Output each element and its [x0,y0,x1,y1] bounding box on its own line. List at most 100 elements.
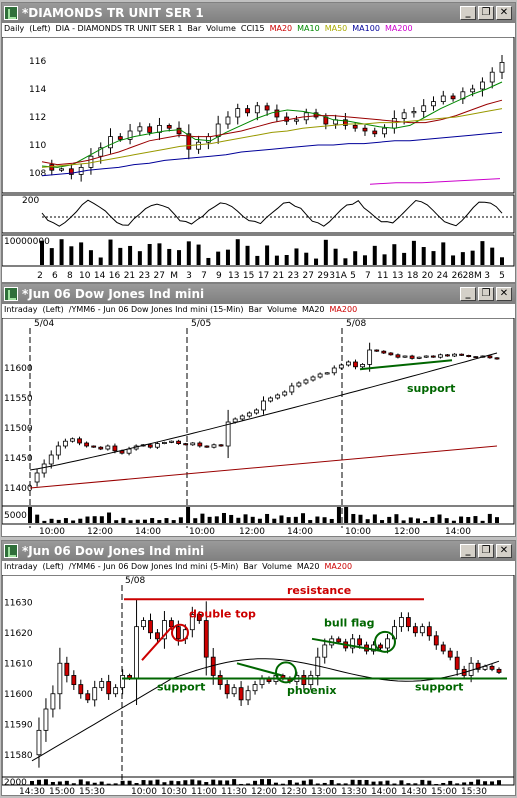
volume-bar [232,779,237,785]
intraday5-candle [189,614,195,631]
chart-window-15min[interactable]: *Jun 06 Dow Jones Ind mini _ ❐ ✕ Intrada… [1,283,516,537]
date-label: 5/08 [125,576,145,586]
volume-bar [315,516,320,523]
volume-bar [364,779,369,785]
x-tick-label: 6 [52,271,58,281]
volume-bar [430,516,435,523]
intraday5-candle [412,626,418,634]
x-tick-label: 15:00 [49,787,75,796]
intraday5-candle [141,620,146,628]
info-item: MA20 [269,24,293,33]
intraday15-candle [70,438,75,442]
daily-candle [147,126,153,133]
intraday15-candle [62,440,68,447]
close-button[interactable]: ✕ [496,6,512,20]
minimize-button[interactable]: _ [460,544,476,558]
y-tick-label: 11590 [4,720,33,730]
daily-candle [499,61,505,73]
volume-tick-label: 5000 [4,511,27,521]
volume-bar [308,520,313,523]
x-tick-label: 29 [317,271,329,281]
window-titlebar[interactable]: *Jun 06 Dow Jones Ind mini _ ❐ ✕ [2,284,515,304]
volume-bar [40,240,44,265]
intraday15-candle [232,418,238,423]
volume-bar [466,517,471,523]
info-item: CCI15 [240,24,265,33]
date-label: 5/08 [346,319,366,329]
restore-button[interactable]: ❐ [478,6,494,20]
volume-bar [197,780,202,785]
x-tick-label: 7 [201,271,207,281]
intraday15-candle [112,445,118,452]
close-button[interactable]: ✕ [496,287,512,301]
restore-button[interactable]: ❐ [478,287,494,301]
minimize-button[interactable]: _ [460,6,476,20]
restore-button[interactable]: ❐ [478,544,494,558]
volume-bar [301,780,306,785]
volume-bar [78,779,83,785]
volume-bar [462,782,467,785]
chart-app-icon[interactable] [4,6,18,20]
volume-bar [257,518,262,523]
daily-candle [421,105,427,112]
daily-candle [489,71,495,83]
intraday5-candle [217,675,223,685]
info-item: MA200 [384,24,413,33]
x-tick-label: 12:00 [239,527,265,537]
volume-bar [420,779,425,785]
volume-bar [157,519,162,523]
daily-candle [166,125,172,129]
x-tick-label: 13 [228,271,239,281]
volume-bar [441,242,446,265]
info-item: /YMM6 - Jun 06 Dow Jones Ind mini (15-Mi… [68,305,244,314]
chart-window-5min[interactable]: *Jun 06 Dow Jones Ind mini _ ❐ ✕ Intrada… [1,540,516,796]
x-tick-label: 12:00 [251,787,277,796]
intraday15-candle [466,355,472,358]
volume-bar [265,513,270,523]
support-line [359,359,453,371]
daily-candle [382,127,387,135]
intraday15-candle [105,445,111,450]
intraday5-candle [196,614,202,621]
volume-bar [314,258,319,265]
intraday5-candle [496,668,502,673]
support-label: support [415,681,463,694]
intraday5-candle [50,693,56,710]
intraday5-candle [203,620,209,658]
daily-candle [108,136,113,149]
volume-bar [218,780,223,785]
intraday15-candle [183,443,189,446]
intraday5-candle [468,662,474,676]
intraday-5min-chart[interactable]: 11630 11620 11610 11600 11590 11580 5/08 resist… [2,575,515,796]
volume-bar [323,239,328,265]
intraday15-candle [452,353,457,357]
intraday5-candle [357,638,362,646]
daily-candle [137,126,143,132]
daily-candle [401,112,407,119]
daily-candle [470,88,476,93]
daily-candle [186,133,192,150]
volume-bar [380,520,385,523]
volume-bar [235,239,240,265]
chart-app-icon[interactable] [4,287,18,301]
info-item: Bar [248,305,263,314]
volume-bar [30,780,34,785]
window-titlebar[interactable]: *DIAMONDS TR UNIT SER 1 _ ❐ ✕ [2,3,515,23]
volume-bar [167,248,172,265]
intraday15-candle [154,443,160,448]
minimize-button[interactable]: _ [460,287,476,301]
y-tick-label: 108 [29,169,46,179]
daily-candle [450,95,456,100]
support-label: support [407,382,455,395]
window-titlebar[interactable]: *Jun 06 Dow Jones Ind mini _ ❐ ✕ [2,541,515,561]
chart-window-daily[interactable]: *DIAMONDS TR UNIT SER 1 _ ❐ ✕ Daily (Left… [1,2,516,283]
close-button[interactable]: ✕ [496,544,512,558]
volume-bar [469,781,474,785]
window-title: *Jun 06 Dow Jones Ind mini [22,287,205,301]
intraday5-candle [134,626,139,679]
chart-app-icon[interactable] [4,544,18,558]
intraday-15min-chart[interactable]: 11600 11550 11500 11450 11400 5/04 5/05 5/08 sup… [2,318,515,537]
volume-bar [162,782,167,785]
x-tick-label: 15:30 [461,787,487,796]
